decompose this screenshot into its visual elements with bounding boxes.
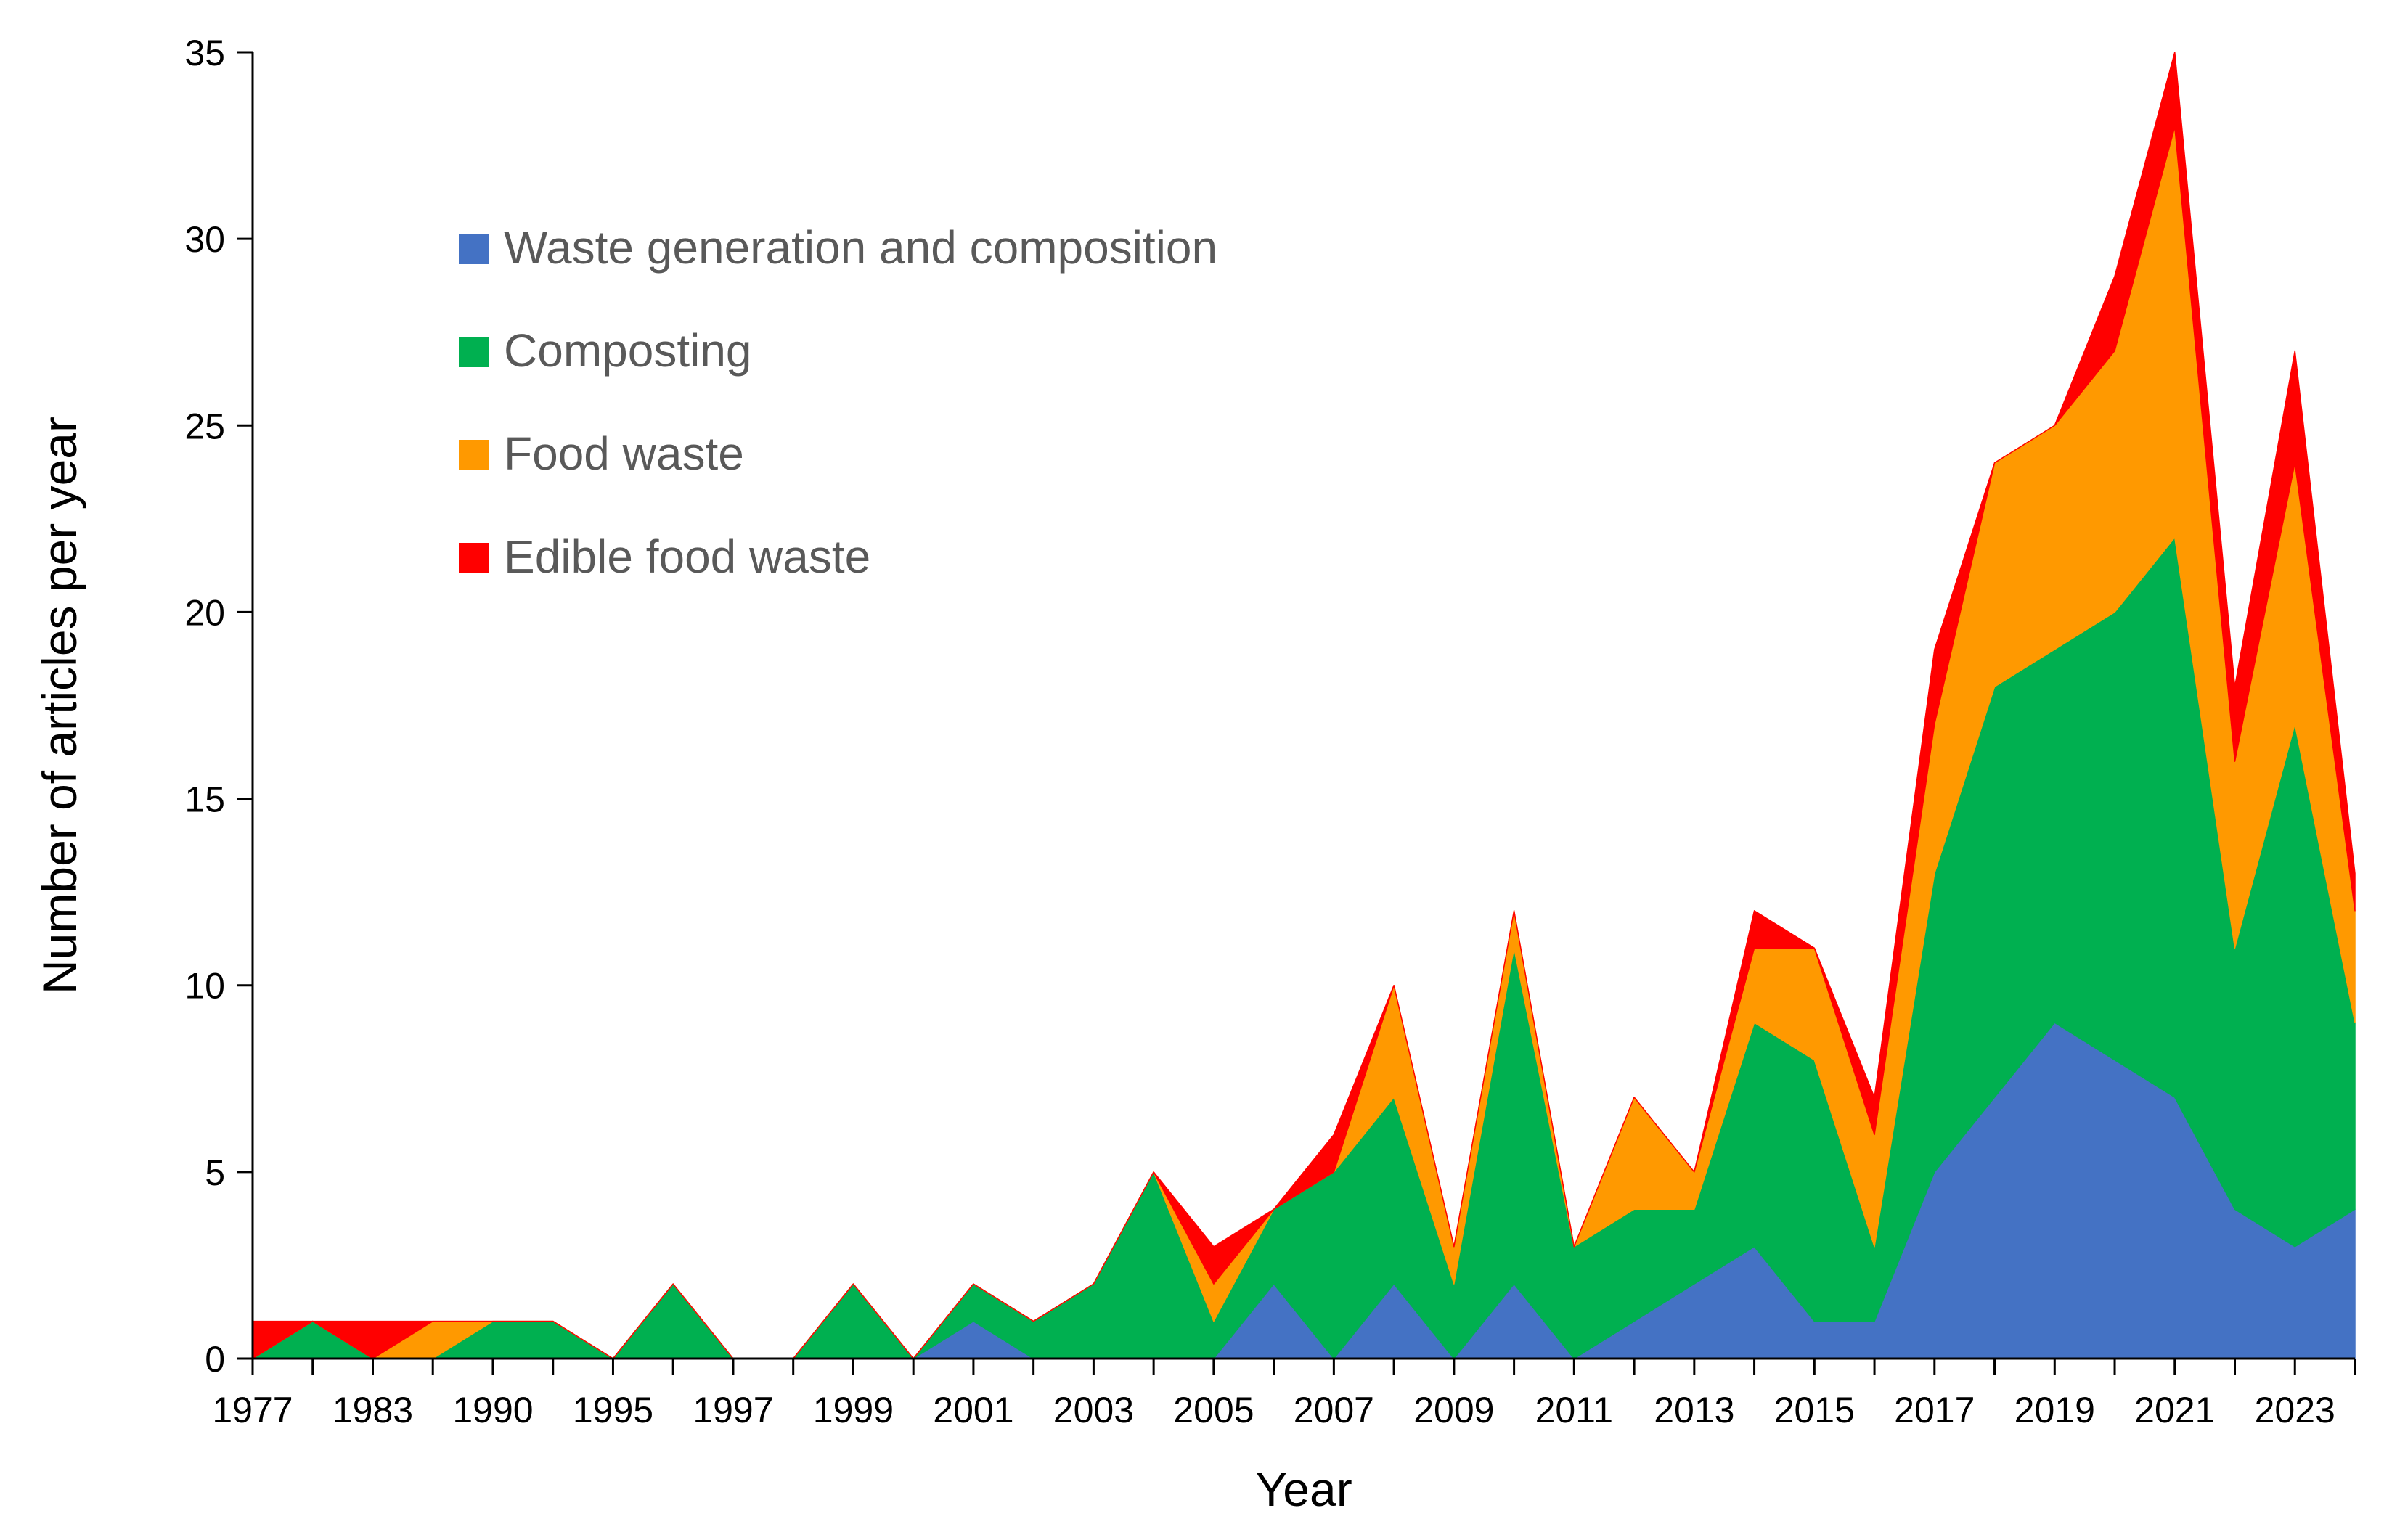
legend-swatch-4: [459, 543, 489, 573]
x-tick-label: 2019: [2014, 1390, 2095, 1430]
x-tick-label: 2017: [1894, 1390, 1975, 1430]
x-tick-label: 1983: [332, 1390, 413, 1430]
y-tick-label: 15: [184, 779, 225, 820]
x-tick-label: 2009: [1413, 1390, 1494, 1430]
x-axis-title: Year: [1255, 1462, 1352, 1516]
y-tick-label: 35: [184, 33, 225, 73]
y-axis-ticks: 0 5 10 15 20 25 30 35: [184, 33, 253, 1380]
x-tick-label: 2005: [1173, 1390, 1254, 1430]
y-tick-label: 25: [184, 406, 225, 446]
x-tick-label: 1977: [212, 1390, 293, 1430]
y-tick-label: 5: [205, 1152, 225, 1193]
y-tick-label: 20: [184, 592, 225, 633]
y-tick-label: 30: [184, 219, 225, 260]
x-tick-label: 2007: [1294, 1390, 1374, 1430]
axes: [251, 52, 2355, 1360]
x-tick-label: 2023: [2255, 1390, 2335, 1430]
legend-swatch-2: [459, 337, 489, 367]
legend-swatch-1: [459, 234, 489, 264]
y-tick-label: 0: [205, 1339, 225, 1380]
x-axis-ticks: 1977 1983 1990 1995 1997 1999 2001 2003 2005 2007…: [212, 1359, 2356, 1430]
x-tick-label: 2015: [1774, 1390, 1855, 1430]
x-tick-label: 2001: [933, 1390, 1013, 1430]
legend-label-1: Waste generation and composition: [504, 221, 1217, 274]
legend-label-3: Food waste: [504, 427, 744, 480]
x-tick-label: 2003: [1053, 1390, 1134, 1430]
x-tick-label: 2011: [1535, 1390, 1614, 1430]
x-tick-label: 1995: [573, 1390, 653, 1430]
x-tick-label: 2013: [1654, 1390, 1734, 1430]
legend-label-4: Edible food waste: [504, 531, 870, 583]
area-series-group: [252, 52, 2356, 1359]
legend: Waste generation and composition Composti…: [459, 221, 1217, 583]
y-axis-title: Number of articles per year: [33, 417, 86, 994]
y-tick-label: 10: [184, 966, 225, 1007]
x-tick-label: 1997: [693, 1390, 773, 1430]
x-tick-label: 1990: [452, 1390, 533, 1430]
legend-swatch-3: [459, 440, 489, 470]
x-tick-label: 1999: [813, 1390, 894, 1430]
x-tick-label: 2021: [2134, 1390, 2215, 1430]
legend-label-2: Composting: [504, 324, 752, 377]
